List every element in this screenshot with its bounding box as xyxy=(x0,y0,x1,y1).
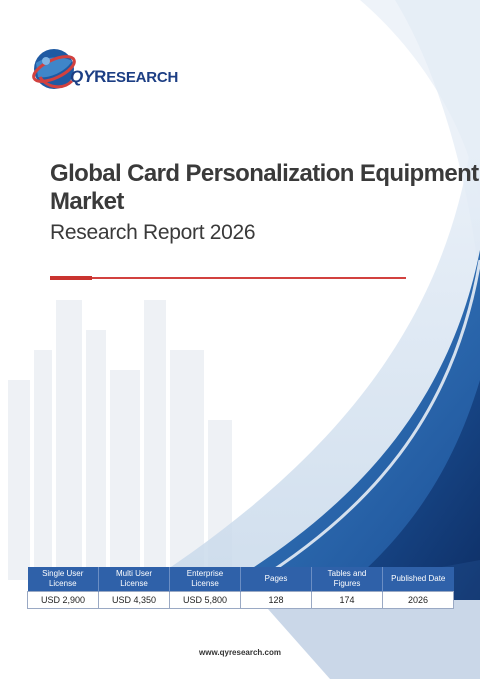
pricing-value-row: USD 2,900 USD 4,350 USD 5,800 128 174 20… xyxy=(27,590,454,609)
header-published-date: Published Date xyxy=(382,567,454,591)
tables-figures-count: 174 xyxy=(311,590,383,609)
header-tables-figures: Tables and Figures xyxy=(311,567,383,591)
report-subtitle: Research Report 2026 xyxy=(50,221,256,244)
price-enterprise: USD 5,800 xyxy=(169,590,241,609)
published-date: 2026 xyxy=(382,590,454,609)
pricing-header-row: Single User License Multi User License Ent… xyxy=(27,567,454,591)
header-pages: Pages xyxy=(240,567,312,591)
report-title-block: Global Card Personalization Equipment Ma… xyxy=(50,160,479,248)
report-title-line1: Global Card Personalization Equipment xyxy=(50,160,479,187)
qyresearch-logo: QYRESEARCH xyxy=(28,40,178,104)
title-divider-accent xyxy=(50,276,92,280)
header-enterprise: Enterprise License xyxy=(169,567,241,591)
price-multi-user: USD 4,350 xyxy=(98,590,170,609)
website-link[interactable]: www.qyresearch.com xyxy=(199,648,281,657)
globe-icon xyxy=(32,49,76,89)
price-single-user: USD 2,900 xyxy=(27,590,99,609)
pricing-table: Single User License Multi User License Ent… xyxy=(27,567,454,609)
logo-wordmark: QYRESEARCH xyxy=(70,67,179,86)
header-single-user: Single User License xyxy=(27,567,99,591)
pages-count: 128 xyxy=(240,590,312,609)
title-divider xyxy=(50,277,406,279)
header-multi-user: Multi User License xyxy=(98,567,170,591)
report-title-line2: Market xyxy=(50,188,124,215)
skyline-graphic xyxy=(8,300,232,580)
